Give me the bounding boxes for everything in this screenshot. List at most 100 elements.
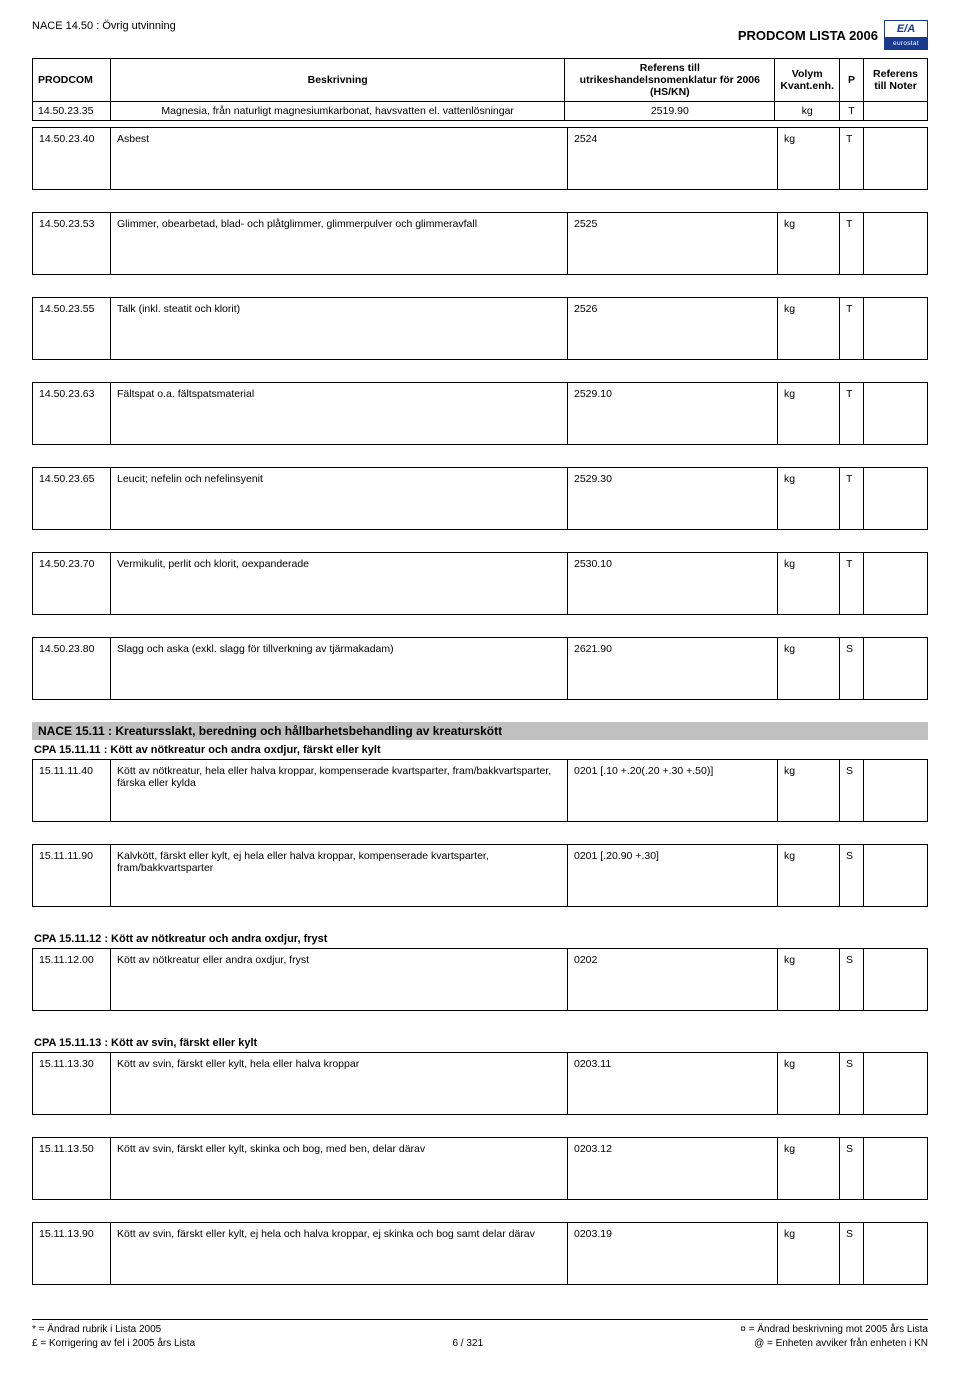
cell-p: S bbox=[840, 638, 864, 700]
cell-note bbox=[864, 102, 928, 121]
cell-ref: 0203.19 bbox=[568, 1223, 778, 1285]
row-block: 15.11.13.50 Kött av svin, färskt eller k… bbox=[32, 1137, 928, 1200]
cell-note bbox=[864, 298, 928, 360]
col-desc: Beskrivning bbox=[111, 59, 565, 102]
header-row: PRODCOM Beskrivning Referens till utrike… bbox=[33, 59, 928, 102]
cell-code: 14.50.23.65 bbox=[33, 468, 111, 530]
cell-vol: kg bbox=[775, 102, 840, 121]
cell-ref: 2519.90 bbox=[565, 102, 775, 121]
cell-code: 14.50.23.80 bbox=[33, 638, 111, 700]
footer-left: * = Ändrad rubrik i Lista 2005 £ = Korri… bbox=[32, 1323, 195, 1350]
footer-left-2: £ = Korrigering av fel i 2005 års Lista bbox=[32, 1337, 195, 1351]
cell-code: 14.50.23.55 bbox=[33, 298, 111, 360]
row-block: 14.50.23.55 Talk (inkl. steatit och klor… bbox=[32, 297, 928, 360]
cell-ref: 2524 bbox=[568, 128, 778, 190]
table-row: 15.11.12.00 Kött av nötkreatur eller and… bbox=[33, 949, 928, 1011]
table-row: 15.11.13.50 Kött av svin, färskt eller k… bbox=[33, 1138, 928, 1200]
list-title: PRODCOM LISTA 2006 bbox=[738, 28, 878, 43]
row-block: 15.11.13.90 Kött av svin, färskt eller k… bbox=[32, 1222, 928, 1285]
section-heading: NACE 15.11 : Kreatursslakt, beredning oc… bbox=[32, 722, 928, 740]
footer-right-2: @ = Enheten avviker från enheten i KN bbox=[740, 1337, 928, 1351]
cell-p: T bbox=[840, 213, 864, 275]
col-p: P bbox=[840, 59, 864, 102]
cell-note bbox=[864, 128, 928, 190]
row-block: 14.50.23.80 Slagg och aska (exkl. slagg … bbox=[32, 637, 928, 700]
cell-ref: 0202 bbox=[568, 949, 778, 1011]
row-block: 14.50.23.53 Glimmer, obearbetad, blad- o… bbox=[32, 212, 928, 275]
cell-note bbox=[864, 1053, 928, 1115]
cell-code: 14.50.23.70 bbox=[33, 553, 111, 615]
cell-p: S bbox=[840, 760, 864, 822]
table-row: 15.11.13.30 Kött av svin, färskt eller k… bbox=[33, 1053, 928, 1115]
cell-vol: kg bbox=[778, 383, 840, 445]
footer-center: 6 / 321 bbox=[452, 1337, 483, 1351]
cell-ref: 2529.30 bbox=[568, 468, 778, 530]
cell-ref: 2529.10 bbox=[568, 383, 778, 445]
cell-p: T bbox=[840, 553, 864, 615]
eurostat-logo: E/A eurostat bbox=[884, 20, 928, 50]
cell-vol: kg bbox=[778, 760, 840, 822]
row-block: 14.50.23.65 Leucit; nefelin och nefelins… bbox=[32, 467, 928, 530]
cpa-heading: CPA 15.11.12 : Kött av nötkreatur och an… bbox=[32, 929, 928, 948]
footer: * = Ändrad rubrik i Lista 2005 £ = Korri… bbox=[32, 1319, 928, 1350]
cell-desc: Kalvkött, färskt eller kylt, ej hela ell… bbox=[111, 845, 568, 907]
cell-code: 15.11.13.30 bbox=[33, 1053, 111, 1115]
cell-vol: kg bbox=[778, 638, 840, 700]
cell-desc: Kött av nötkreatur, hela eller halva kro… bbox=[111, 760, 568, 822]
cell-desc: Magnesia, från naturligt magnesiumkarbon… bbox=[111, 102, 565, 121]
cell-desc: Slagg och aska (exkl. slagg för tillverk… bbox=[111, 638, 568, 700]
eurostat-logo-symbol: E/A bbox=[885, 21, 927, 37]
footer-right-1: ¤ = Ändrad beskrivning mot 2005 års List… bbox=[740, 1323, 928, 1337]
row-block: 15.11.12.00 Kött av nötkreatur eller and… bbox=[32, 948, 928, 1011]
table-row: 14.50.23.53 Glimmer, obearbetad, blad- o… bbox=[33, 213, 928, 275]
cell-code: 15.11.13.90 bbox=[33, 1223, 111, 1285]
table-row: 14.50.23.63 Fältspat o.a. fältspatsmater… bbox=[33, 383, 928, 445]
cpa-heading: CPA 15.11.11 : Kött av nötkreatur och an… bbox=[32, 740, 928, 759]
cell-desc: Talk (inkl. steatit och klorit) bbox=[111, 298, 568, 360]
cell-note bbox=[864, 1138, 928, 1200]
cell-note bbox=[864, 383, 928, 445]
table-row: 15.11.11.90 Kalvkött, färskt eller kylt,… bbox=[33, 845, 928, 907]
cell-ref: 2530.10 bbox=[568, 553, 778, 615]
cell-vol: kg bbox=[778, 1053, 840, 1115]
table-row: 14.50.23.80 Slagg och aska (exkl. slagg … bbox=[33, 638, 928, 700]
topbar: NACE 14.50 : Övrig utvinning PRODCOM LIS… bbox=[32, 20, 928, 50]
cell-code: 14.50.23.40 bbox=[33, 128, 111, 190]
table-row: 15.11.13.90 Kött av svin, färskt eller k… bbox=[33, 1223, 928, 1285]
footer-right: ¤ = Ändrad beskrivning mot 2005 års List… bbox=[740, 1323, 928, 1350]
cell-vol: kg bbox=[778, 128, 840, 190]
cell-desc: Kött av svin, färskt eller kylt, skinka … bbox=[111, 1138, 568, 1200]
cpa-heading: CPA 15.11.13 : Kött av svin, färskt elle… bbox=[32, 1033, 928, 1052]
cell-ref: 0203.12 bbox=[568, 1138, 778, 1200]
eurostat-logo-text: eurostat bbox=[885, 37, 927, 49]
cell-p: S bbox=[840, 1223, 864, 1285]
cell-ref: 0203.11 bbox=[568, 1053, 778, 1115]
cell-desc: Asbest bbox=[111, 128, 568, 190]
cell-desc: Fältspat o.a. fältspatsmaterial bbox=[111, 383, 568, 445]
row-block: 15.11.11.40 Kött av nötkreatur, hela ell… bbox=[32, 759, 928, 822]
col-ref: Referens till utrikeshandelsnomenklatur … bbox=[565, 59, 775, 102]
cell-p: S bbox=[840, 949, 864, 1011]
table-row: 15.11.11.40 Kött av nötkreatur, hela ell… bbox=[33, 760, 928, 822]
cell-code: 14.50.23.35 bbox=[33, 102, 111, 121]
cell-desc: Kött av nötkreatur eller andra oxdjur, f… bbox=[111, 949, 568, 1011]
table-row: 14.50.23.35 Magnesia, från naturligt mag… bbox=[33, 102, 928, 121]
cell-note bbox=[864, 949, 928, 1011]
cell-desc: Vermikulit, perlit och klorit, oexpander… bbox=[111, 553, 568, 615]
cell-vol: kg bbox=[778, 213, 840, 275]
cell-desc: Leucit; nefelin och nefelinsyenit bbox=[111, 468, 568, 530]
col-vol: Volym Kvant.enh. bbox=[775, 59, 840, 102]
row-block: 15.11.11.90 Kalvkött, färskt eller kylt,… bbox=[32, 844, 928, 907]
cell-p: T bbox=[840, 102, 864, 121]
cell-note bbox=[864, 638, 928, 700]
cell-note bbox=[864, 845, 928, 907]
cell-code: 14.50.23.63 bbox=[33, 383, 111, 445]
cell-note bbox=[864, 213, 928, 275]
cell-note bbox=[864, 468, 928, 530]
cell-p: S bbox=[840, 1053, 864, 1115]
row-block: 14.50.23.63 Fältspat o.a. fältspatsmater… bbox=[32, 382, 928, 445]
col-code: PRODCOM bbox=[33, 59, 111, 102]
cell-note bbox=[864, 553, 928, 615]
cell-desc: Glimmer, obearbetad, blad- och plåtglimm… bbox=[111, 213, 568, 275]
cell-ref: 0201 [.10 +.20(.20 +.30 +.50)] bbox=[568, 760, 778, 822]
